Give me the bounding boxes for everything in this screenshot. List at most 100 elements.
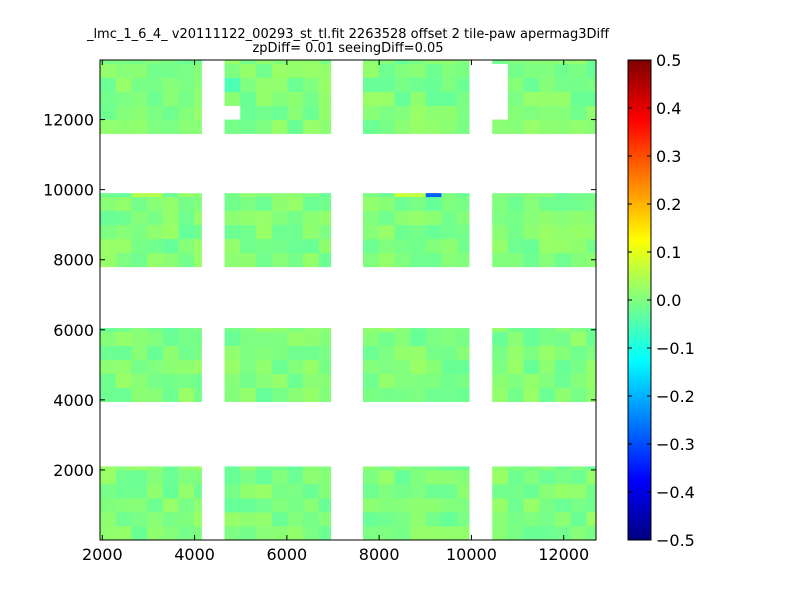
- heatmap-cell: [425, 511, 442, 527]
- heatmap-cell: [570, 331, 587, 346]
- heatmap-cell: [441, 210, 458, 226]
- heatmap-cell: [131, 328, 148, 332]
- heatmap-cell: [586, 359, 597, 374]
- heatmap-cell: [115, 63, 132, 78]
- x-tick-label: 2000: [82, 545, 123, 564]
- heatmap-cell: [178, 224, 195, 240]
- heatmap-cell: [240, 525, 257, 541]
- heatmap-cell: [131, 331, 148, 346]
- plot-frame: [99, 59, 597, 541]
- heatmap-cell: [410, 210, 427, 226]
- heatmap-cell: [224, 63, 241, 78]
- heatmap-cell: [287, 345, 304, 360]
- heatmap-cell: [492, 345, 509, 360]
- colorbar-tick-label: −0.2: [656, 387, 695, 406]
- heatmap-cell: [147, 483, 164, 499]
- heatmap-cell: [554, 328, 572, 332]
- heatmap-cell: [570, 373, 587, 388]
- heatmap-cell: [425, 345, 442, 360]
- heatmap-cell: [539, 210, 556, 226]
- heatmap-cell: [287, 525, 304, 541]
- heatmap-cell: [378, 469, 395, 485]
- heatmap-cell: [100, 105, 117, 120]
- heatmap-cell: [224, 373, 241, 388]
- y-tick-label: 4000: [53, 391, 94, 410]
- heatmap-cell: [539, 331, 556, 346]
- heatmap-cell: [115, 238, 132, 254]
- heatmap-cell: [194, 328, 202, 332]
- heatmap-cell: [115, 328, 132, 332]
- heatmap-cell: [378, 483, 395, 499]
- heatmap-cell: [586, 497, 597, 513]
- heatmap-cell: [271, 511, 288, 527]
- heatmap-cell: [394, 105, 411, 120]
- heatmap-cell: [287, 373, 304, 388]
- heatmap-cell: [224, 345, 241, 360]
- heatmap-cell: [378, 193, 395, 198]
- heatmap-cell: [492, 224, 509, 240]
- heatmap-cell: [586, 196, 597, 212]
- heatmap-cell: [363, 252, 380, 268]
- heatmap-cell: [131, 60, 148, 64]
- heatmap-cell: [271, 196, 288, 212]
- heatmap-cell: [441, 511, 458, 527]
- heatmap-cell: [441, 77, 458, 92]
- heatmap-cell: [162, 359, 179, 374]
- heatmap-cell: [194, 252, 202, 268]
- heatmap-cell: [425, 525, 442, 541]
- heatmap-cell: [318, 210, 332, 226]
- heatmap-cell: [554, 210, 572, 226]
- heatmap-cell: [507, 511, 524, 527]
- heatmap-cell: [457, 466, 470, 471]
- heatmap-cell: [147, 497, 164, 513]
- heatmap-cell: [178, 511, 195, 527]
- heatmap-cell: [178, 345, 195, 360]
- heatmap-cell: [303, 119, 320, 134]
- heatmap-cell: [523, 328, 540, 332]
- heatmap-cell: [586, 210, 597, 226]
- heatmap-cell: [224, 331, 241, 346]
- heatmap-cell: [147, 511, 164, 527]
- heatmap-cell: [425, 328, 442, 332]
- heatmap-cell: [570, 511, 587, 527]
- heatmap-cell: [224, 252, 241, 268]
- heatmap-cell: [457, 331, 470, 346]
- heatmap-cell: [255, 119, 273, 134]
- heatmap-cell: [162, 238, 179, 254]
- heatmap-cell: [554, 60, 572, 64]
- heatmap-cell: [507, 466, 524, 471]
- heatmap-cell: [287, 387, 304, 402]
- heatmap-cell: [100, 387, 117, 402]
- heatmap-cell: [378, 224, 395, 240]
- heatmap-cell: [303, 60, 320, 64]
- colorbar-tick-label: 0.3: [656, 147, 681, 166]
- heatmap-cell: [539, 91, 556, 106]
- heatmap-cell: [100, 359, 117, 374]
- heatmap-cell: [162, 193, 179, 198]
- heatmap-cell: [554, 483, 572, 499]
- heatmap-cell: [457, 105, 470, 120]
- heatmap-cell: [303, 331, 320, 346]
- heatmap-cell: [523, 252, 540, 268]
- heatmap-cell: [441, 373, 458, 388]
- heatmap-cell: [363, 497, 380, 513]
- heatmap-cell: [457, 373, 470, 388]
- heatmap-cell: [318, 224, 332, 240]
- heatmap-cell: [162, 466, 179, 471]
- heatmap-cell: [425, 469, 442, 485]
- heatmap-cell: [507, 331, 524, 346]
- heatmap-cell: [303, 63, 320, 78]
- heatmap-cell: [303, 373, 320, 388]
- heatmap-cell: [131, 466, 148, 471]
- heatmap-cell: [100, 119, 117, 134]
- heatmap-cell: [441, 328, 458, 332]
- heatmap-cell: [255, 252, 273, 268]
- heatmap-cell: [240, 91, 257, 106]
- heatmap-cell: [255, 331, 273, 346]
- heatmap-cell: [394, 466, 411, 471]
- heatmap-cell: [410, 60, 427, 64]
- heatmap-cell: [287, 359, 304, 374]
- heatmap-cell: [457, 60, 470, 64]
- heatmap-cell: [318, 497, 332, 513]
- heatmap-cell: [162, 331, 179, 346]
